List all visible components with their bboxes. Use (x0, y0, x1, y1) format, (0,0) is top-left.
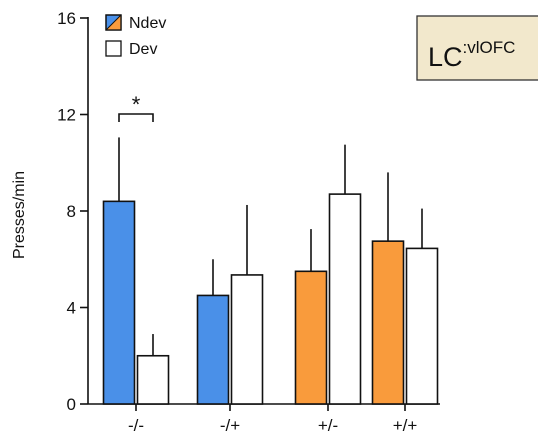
legend-label-ndev: Ndev (129, 15, 166, 32)
inset-label-background (416, 15, 538, 81)
bar-dev (328, 193, 362, 405)
inset-label-superscript: :vlOFC (463, 38, 516, 57)
x-tick-label: -/- (128, 416, 144, 435)
inset-label-main: LC (428, 42, 463, 72)
y-tick-label: 4 (67, 299, 76, 318)
y-tick-label: 8 (67, 202, 76, 221)
y-tick-label: 12 (57, 106, 76, 125)
legend-swatch-ndev-border (105, 14, 122, 31)
x-tick-label: +/- (318, 416, 338, 435)
significance-bracket (118, 113, 154, 122)
bar-ndev (102, 200, 136, 405)
legend: Ndev Dev (105, 14, 166, 58)
significance-star: * (132, 92, 141, 117)
y-tick-label: 16 (57, 9, 76, 28)
bar-dev (136, 354, 170, 405)
x-tick-label: +/+ (393, 416, 418, 435)
inset-label-box: LC:vlOFC (416, 15, 538, 81)
y-axis-label: Presses/min (11, 171, 28, 259)
legend-label-dev: Dev (129, 41, 157, 58)
bar-dev (405, 247, 439, 405)
inset-label-text: LC:vlOFC (428, 38, 515, 72)
bar-ndev (196, 294, 230, 405)
bar-ndev (371, 240, 405, 405)
bar-ndev (294, 270, 328, 405)
y-tick-label: 0 (67, 395, 76, 414)
labels: 0 4 8 12 16 -/- -/+ +/- +/+ * (57, 9, 417, 435)
legend-swatch-divider (105, 14, 122, 31)
x-tick-label: -/+ (220, 416, 240, 435)
bars (102, 137, 439, 405)
bar-dev (230, 274, 264, 405)
legend-swatch-dev (105, 40, 122, 57)
